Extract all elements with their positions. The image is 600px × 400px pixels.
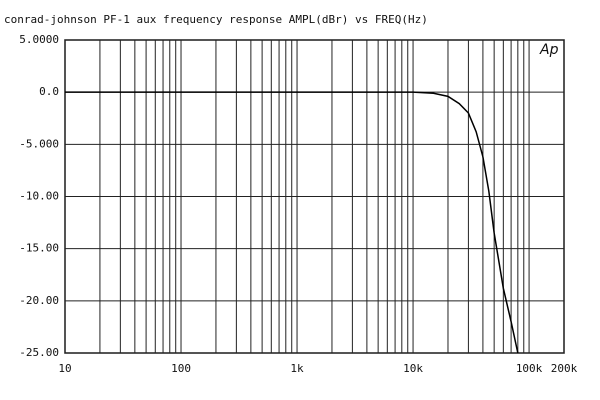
x-tick-label: 10 xyxy=(58,362,71,375)
x-tick-label: 1k xyxy=(290,362,304,375)
x-tick-label: 10k xyxy=(403,362,423,375)
y-tick-label: -25.00 xyxy=(19,346,59,359)
y-tick-label: 0.0 xyxy=(39,85,59,98)
y-tick-label: -10.00 xyxy=(19,190,59,203)
x-tick-label: 200k xyxy=(551,362,578,375)
line xyxy=(65,91,519,354)
y-tick-label: -5.000 xyxy=(19,137,59,150)
y-tick-label: -20.00 xyxy=(19,294,59,307)
annotation: Ap xyxy=(539,42,559,58)
chart-title: conrad-johnson PF-1 aux frequency respon… xyxy=(4,13,428,26)
y-tick-label: -15.00 xyxy=(19,242,59,255)
y-tick-label: 5.0000 xyxy=(19,33,59,46)
x-tick-label: 100k xyxy=(516,362,543,375)
x-tick-label: 100 xyxy=(171,362,191,375)
